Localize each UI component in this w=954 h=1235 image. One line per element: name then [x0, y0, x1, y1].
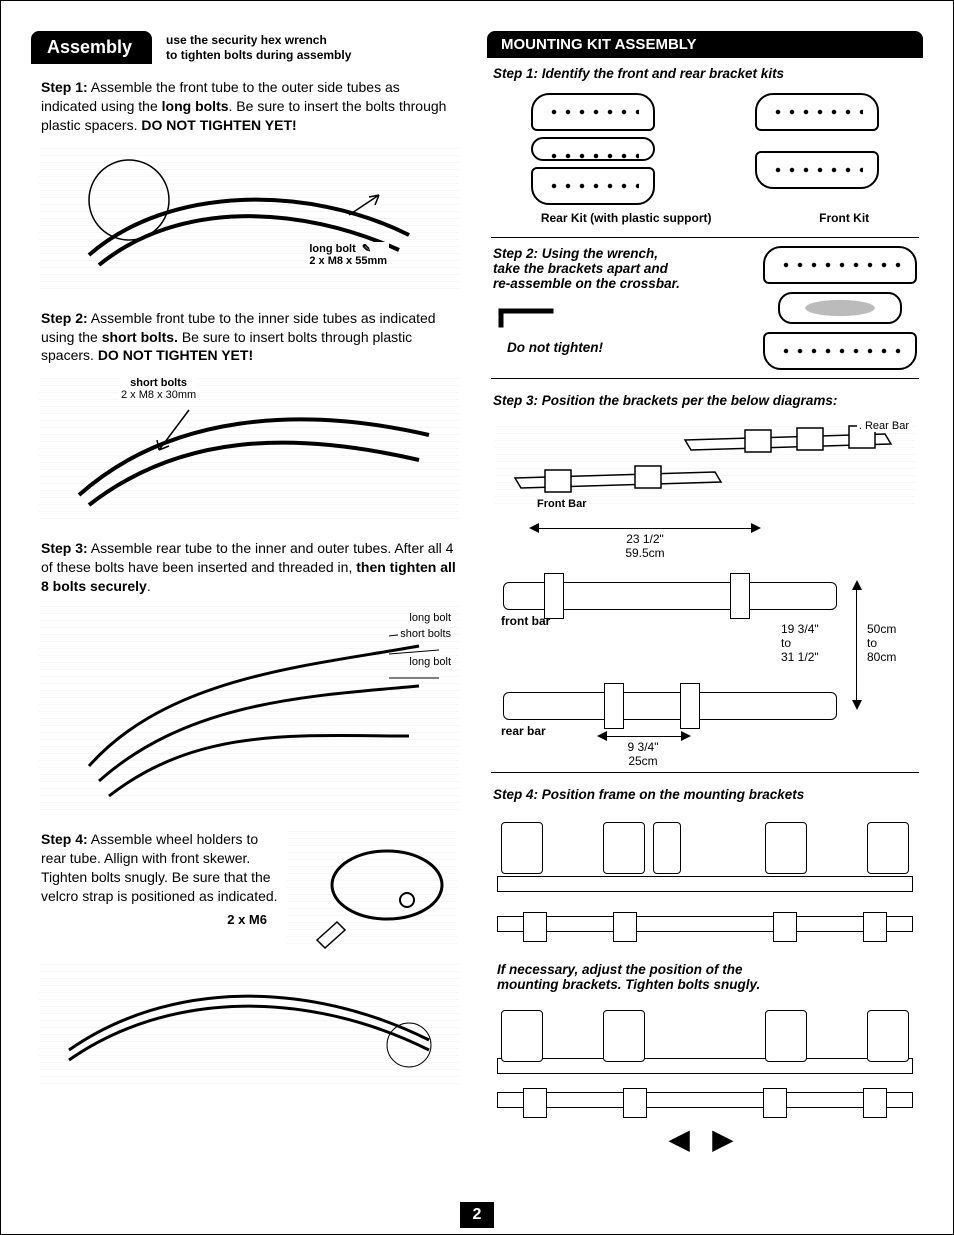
hex-wrench-icon	[493, 305, 563, 331]
adjust-arrows-icon: ◀ ▶	[487, 1124, 923, 1155]
do-not-tighten: Do not tighten!	[507, 340, 751, 355]
step4-bolt-spec: 2 x M6	[41, 906, 279, 927]
assembly-step2-diagram: short bolts 2 x M8 x 30mm	[39, 375, 459, 525]
assembly-step1-text: Step 1: Assemble the front tube to the o…	[41, 78, 457, 135]
two-bars-icon	[495, 420, 915, 510]
assembly-step3-diagram: long bolt short bolts long bolt	[39, 606, 459, 816]
front-bar-lbl: Front Bar	[535, 498, 589, 510]
assembly-header: Assembly use the security hex wrench to …	[31, 31, 467, 64]
fig3-long1: long bolt	[407, 612, 453, 624]
front-kit-diagram	[755, 93, 879, 205]
tube-sketch-icon	[39, 145, 459, 295]
fig3-short: short bolts	[398, 628, 453, 640]
rear-bar-txt: rear bar	[501, 724, 546, 738]
frame-sketch-icon	[39, 606, 459, 816]
mounting-step1: Step 1: Identify the front and rear brac…	[493, 66, 917, 81]
page-number: 2	[460, 1202, 494, 1228]
long-bolt-label: long bolt ✎ 2 x M8 x 55mm	[307, 242, 389, 267]
assembly-subtitle: use the security hex wrench to tighten b…	[166, 31, 351, 63]
mounting-column: MOUNTING KIT ASSEMBLY Step 1: Identify t…	[487, 31, 923, 1204]
assembly-column: Assembly use the security hex wrench to …	[31, 31, 467, 1204]
rear-bar-lbl: . Rear Bar	[857, 420, 911, 432]
assembly-step1-diagram: long bolt ✎ 2 x M8 x 55mm	[39, 145, 459, 295]
mounting-step3: Step 3: Position the brackets per the be…	[493, 393, 917, 408]
assembly-step2-text: Step 2: Assemble front tube to the inner…	[41, 309, 457, 366]
dimension-diagram: 23 1/2" 59.5cm front bar 19 3/4" to 31 1…	[493, 522, 917, 762]
frame-on-brackets-diagram-1	[493, 816, 917, 946]
assembled-frame-icon	[39, 960, 459, 1090]
bracket-position-sketch: . Rear Bar Front Bar	[495, 420, 915, 510]
fig3-long2: long bolt	[407, 656, 453, 668]
assembly-final-diagram	[39, 960, 459, 1090]
front-kit-label: Front Kit	[819, 211, 869, 225]
wheel-holder-icon	[287, 830, 457, 950]
assembly-step3-text: Step 3: Assemble rear tube to the inner …	[41, 539, 457, 596]
mounting-step4: Step 4: Position frame on the mounting b…	[493, 787, 917, 802]
assembly-step4-text: Step 4: Assemble wheel holders to rear t…	[41, 830, 279, 906]
assembly-title: Assembly	[31, 31, 152, 64]
frame-on-brackets-diagram-2	[493, 1008, 917, 1118]
wheel-holder-diagram	[287, 830, 457, 950]
rear-kit-label: Rear Kit (with plastic support)	[541, 211, 712, 225]
bracket-on-crossbar-diagram	[763, 246, 917, 370]
kit-diagrams	[493, 93, 917, 205]
mounting-title: MOUNTING KIT ASSEMBLY	[487, 31, 923, 58]
mounting-step2: Step 2: Using the wrench, take the brack…	[493, 246, 917, 370]
front-bar-txt: front bar	[501, 614, 550, 628]
assembly-step4: Step 4: Assemble wheel holders to rear t…	[41, 830, 457, 950]
tube-sketch-icon	[39, 375, 459, 525]
mounting-step4-note: If necessary, adjust the position of the…	[497, 962, 913, 992]
rear-kit-diagram	[531, 93, 655, 205]
